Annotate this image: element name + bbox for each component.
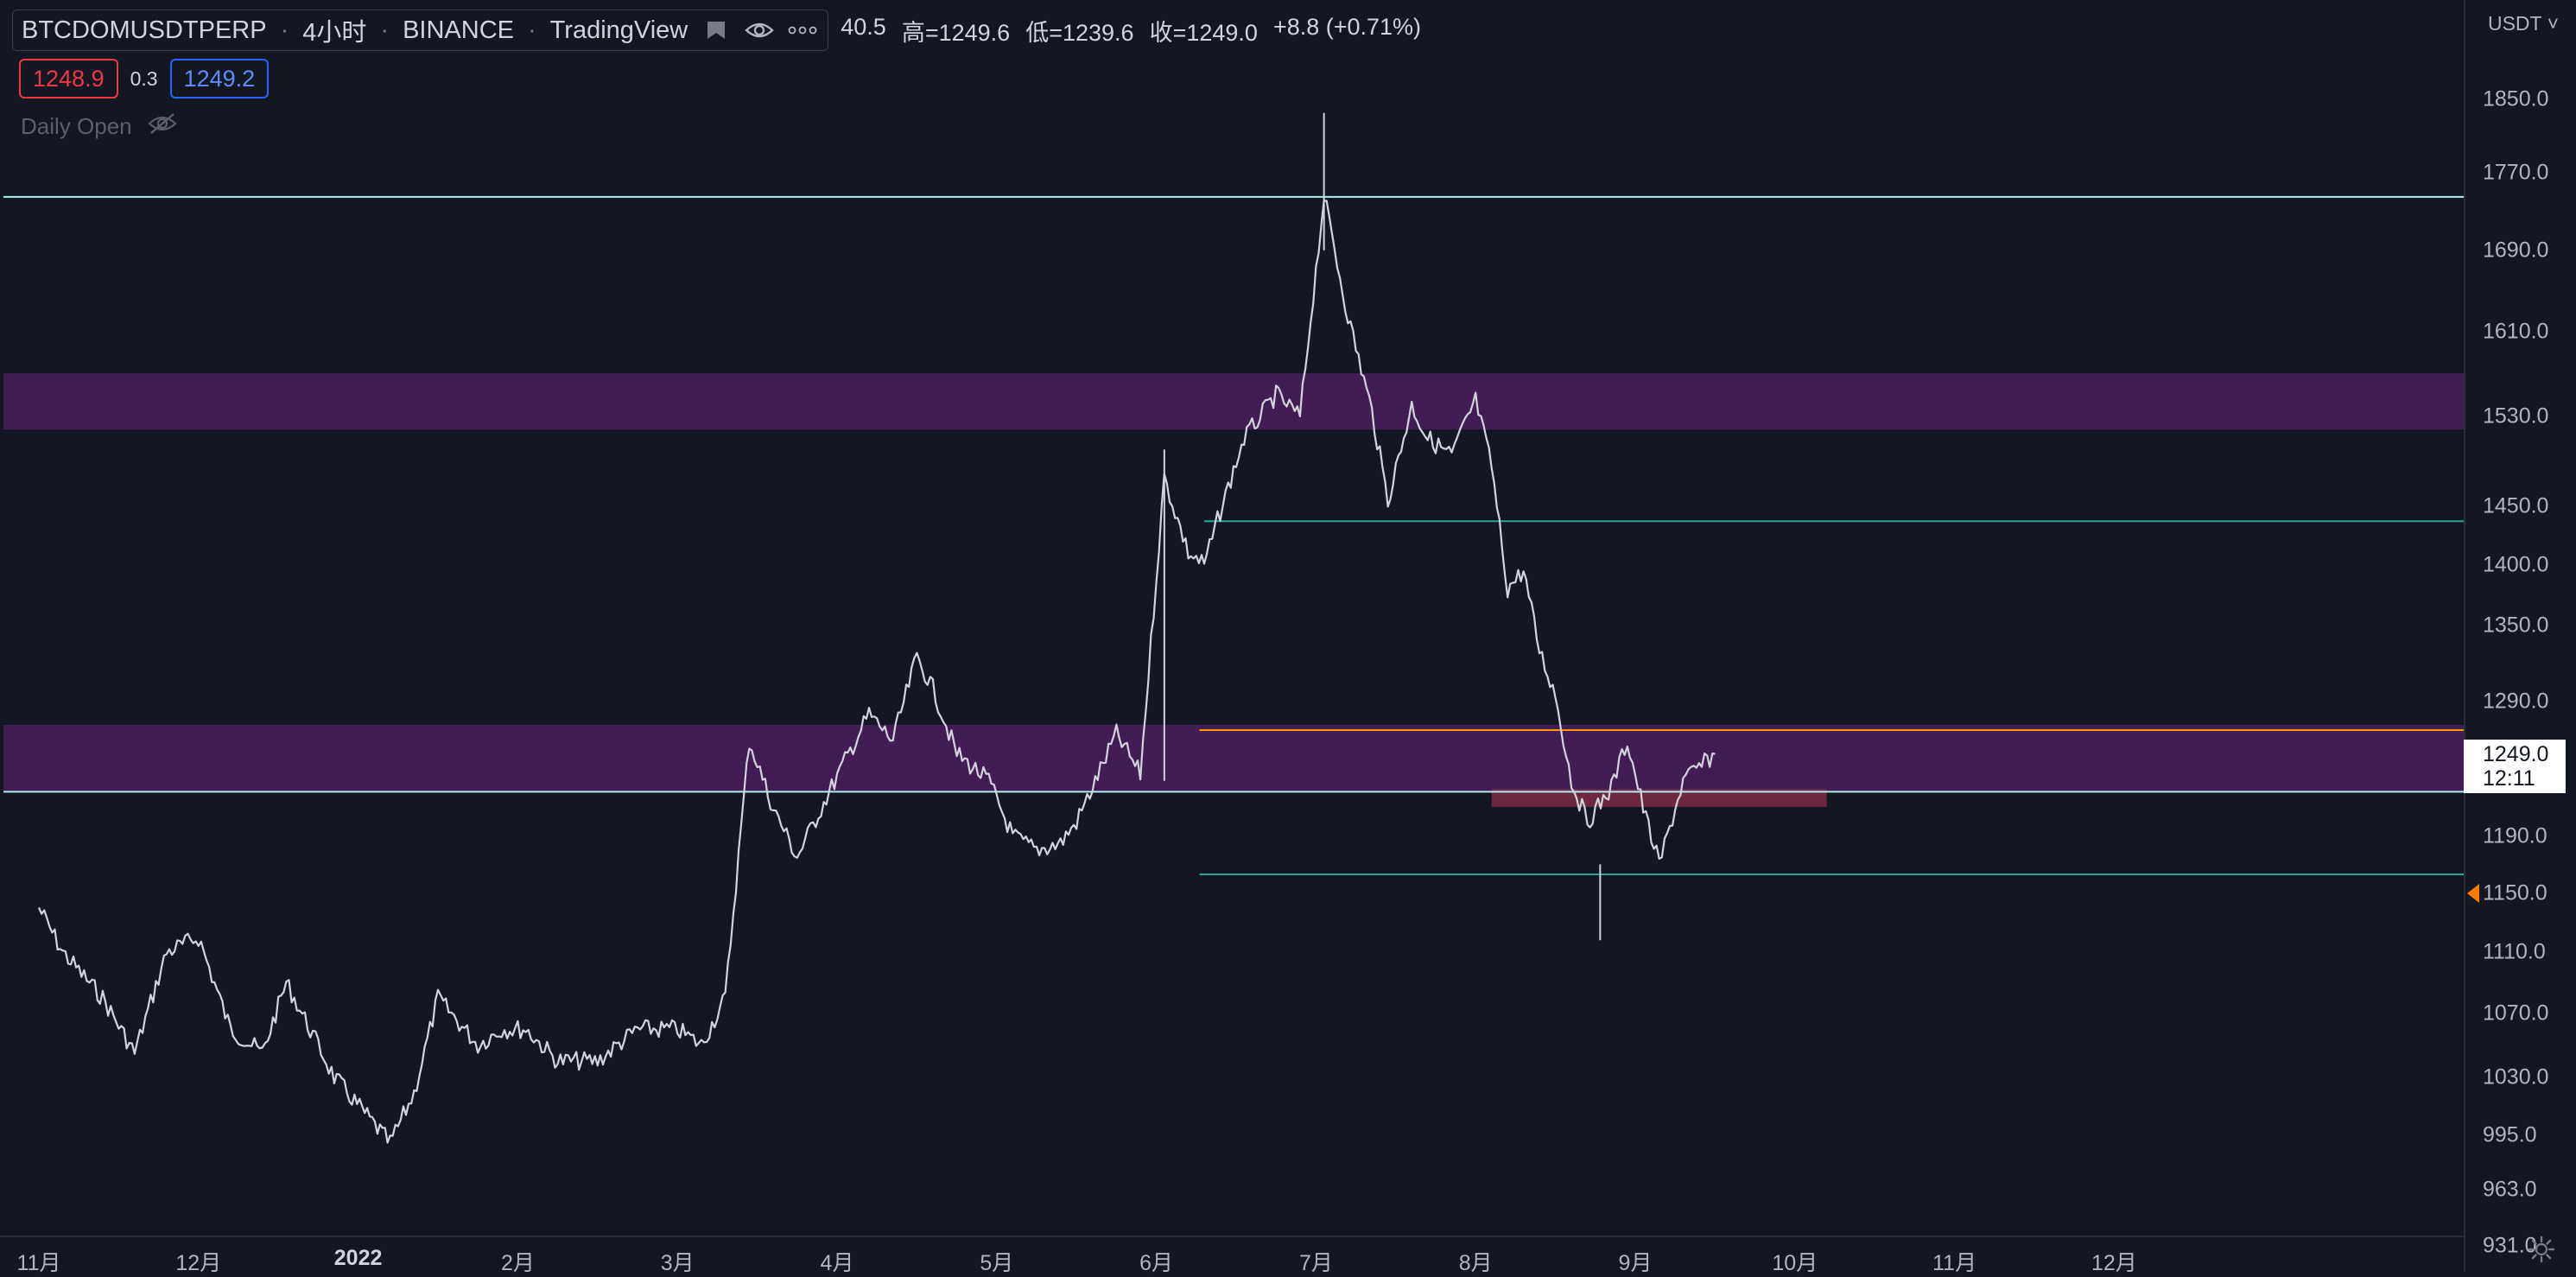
high-field: 高=1249.6 (901, 19, 1011, 46)
change-value: +8.8 (+0.71%) (1272, 13, 1422, 40)
time-tick-label: 11月 (1932, 1251, 1977, 1275)
price-tick-label: 1290.0 (2483, 689, 2549, 714)
symbol-legend: BTCDOMUSDTPERP · 4小时 · BINANCE · Trading… (12, 10, 1421, 51)
price-tick-label: 931.0 (2483, 1233, 2537, 1258)
horizontal-lines-layer (3, 195, 2464, 876)
eye-icon[interactable] (745, 16, 775, 45)
time-tick-label: 4月 (820, 1251, 854, 1275)
zone-1 (3, 724, 2464, 792)
close-label: 收 (1149, 19, 1173, 46)
price-tick-label: 1610.0 (2483, 319, 2549, 344)
bar-countdown: 12:11 (2483, 766, 2535, 791)
price-tick-label: 1770.0 (2483, 160, 2549, 185)
time-tick-label: 10月 (1772, 1251, 1818, 1275)
price-axis[interactable]: USDT ˅ 1850.0 1770.0 1690.0 1610.0 1530.0 145… (2464, 0, 2576, 1272)
time-tick-label: 2月 (500, 1251, 535, 1275)
exchange-label: BINANCE (403, 16, 514, 44)
price-series-layer (37, 112, 1716, 1144)
open-value-partial: 40.5 (841, 13, 886, 40)
low-value: 1239.6 (1062, 19, 1134, 46)
price-tick-label: 963.0 (2483, 1177, 2537, 1202)
time-tick-label: 9月 (1618, 1251, 1653, 1275)
order-buttons: 1248.9 0.3 1249.2 (19, 59, 270, 98)
source-label: TradingView (549, 16, 688, 44)
time-tick-label: 5月 (980, 1251, 1014, 1275)
more-icon[interactable] (788, 16, 817, 45)
ohlc-values: 40.5 高=1249.6 低=1239.6 收=1249.0 +8.8 (+0… (841, 14, 1421, 48)
interval-label[interactable]: 4小时 (302, 19, 367, 47)
settings-gear-icon[interactable] (2528, 1236, 2555, 1263)
spread-value: 0.3 (130, 67, 158, 90)
indicator-name[interactable]: Daily Open (21, 113, 132, 139)
price-tick-label: 1030.0 (2483, 1064, 2549, 1090)
time-tick-label: 3月 (660, 1251, 695, 1275)
chevron-down-icon[interactable]: ˅ (2547, 12, 2559, 35)
last-price-tag: 1249.0 12:11 (2464, 740, 2566, 794)
indicator-legend[interactable]: Daily Open (21, 112, 177, 141)
currency-label[interactable]: USDT (2487, 12, 2542, 35)
time-tick-label: 12月 (175, 1251, 222, 1275)
eye-off-icon[interactable] (148, 112, 177, 141)
time-tick-label: 11月 (16, 1251, 61, 1275)
high-label: 高 (901, 19, 925, 46)
price-chart[interactable] (0, 0, 2464, 1236)
buy-price-button[interactable]: 1249.2 (169, 59, 270, 98)
price-tick-label: 1400.0 (2483, 552, 2549, 577)
price-tick-label: 1530.0 (2483, 403, 2549, 429)
time-tick-label: 2022 (333, 1246, 383, 1270)
separator: · (280, 16, 289, 44)
close-value: 1249.0 (1186, 19, 1258, 46)
time-tick-label: 12月 (2091, 1251, 2137, 1275)
last-price-value: 1249.0 (2483, 742, 2549, 767)
price-tick-label: 1450.0 (2483, 493, 2549, 518)
time-tick-label: 7月 (1298, 1251, 1333, 1275)
low-field: 低=1239.6 (1025, 19, 1134, 46)
currency-selector[interactable]: USDT ˅ (2488, 12, 2559, 35)
zones-layer (3, 373, 2464, 807)
time-tick-label: 6月 (1139, 1251, 1174, 1275)
price-tick-label: 1350.0 (2483, 613, 2549, 638)
price-tick-label: 1850.0 (2483, 86, 2549, 111)
symbol-legend-box[interactable]: BTCDOMUSDTPERP · 4小时 · BINANCE · Trading… (12, 10, 829, 51)
price-tick-label: 995.0 (2483, 1122, 2537, 1147)
price-tick-label: 1190.0 (2483, 823, 2547, 848)
time-tick-label: 8月 (1458, 1251, 1493, 1275)
low-label: 低 (1025, 19, 1050, 46)
price-tick-label: 1150.0 (2483, 880, 2547, 905)
zone-0 (3, 373, 2464, 430)
alert-marker-icon[interactable] (2467, 883, 2479, 903)
price-tick-label: 1690.0 (2483, 238, 2549, 263)
price-tick-label: 1070.0 (2483, 1001, 2549, 1026)
price-series-line (37, 200, 1716, 1144)
sell-price-button[interactable]: 1248.9 (19, 59, 118, 98)
price-tick-label: 1110.0 (2483, 939, 2546, 964)
flag-icon[interactable] (701, 16, 731, 45)
time-axis[interactable]: 11月 12月 2022 2月 3月 4月 5月 6月 7月 8月 9月 10月 11月 12月 (0, 1236, 2464, 1275)
symbol-name[interactable]: BTCDOMUSDTPERP (22, 16, 267, 44)
separator: · (527, 16, 536, 44)
high-value: 1249.6 (938, 19, 1011, 46)
separator: · (380, 16, 390, 44)
close-field: 收=1249.0 (1149, 19, 1258, 46)
